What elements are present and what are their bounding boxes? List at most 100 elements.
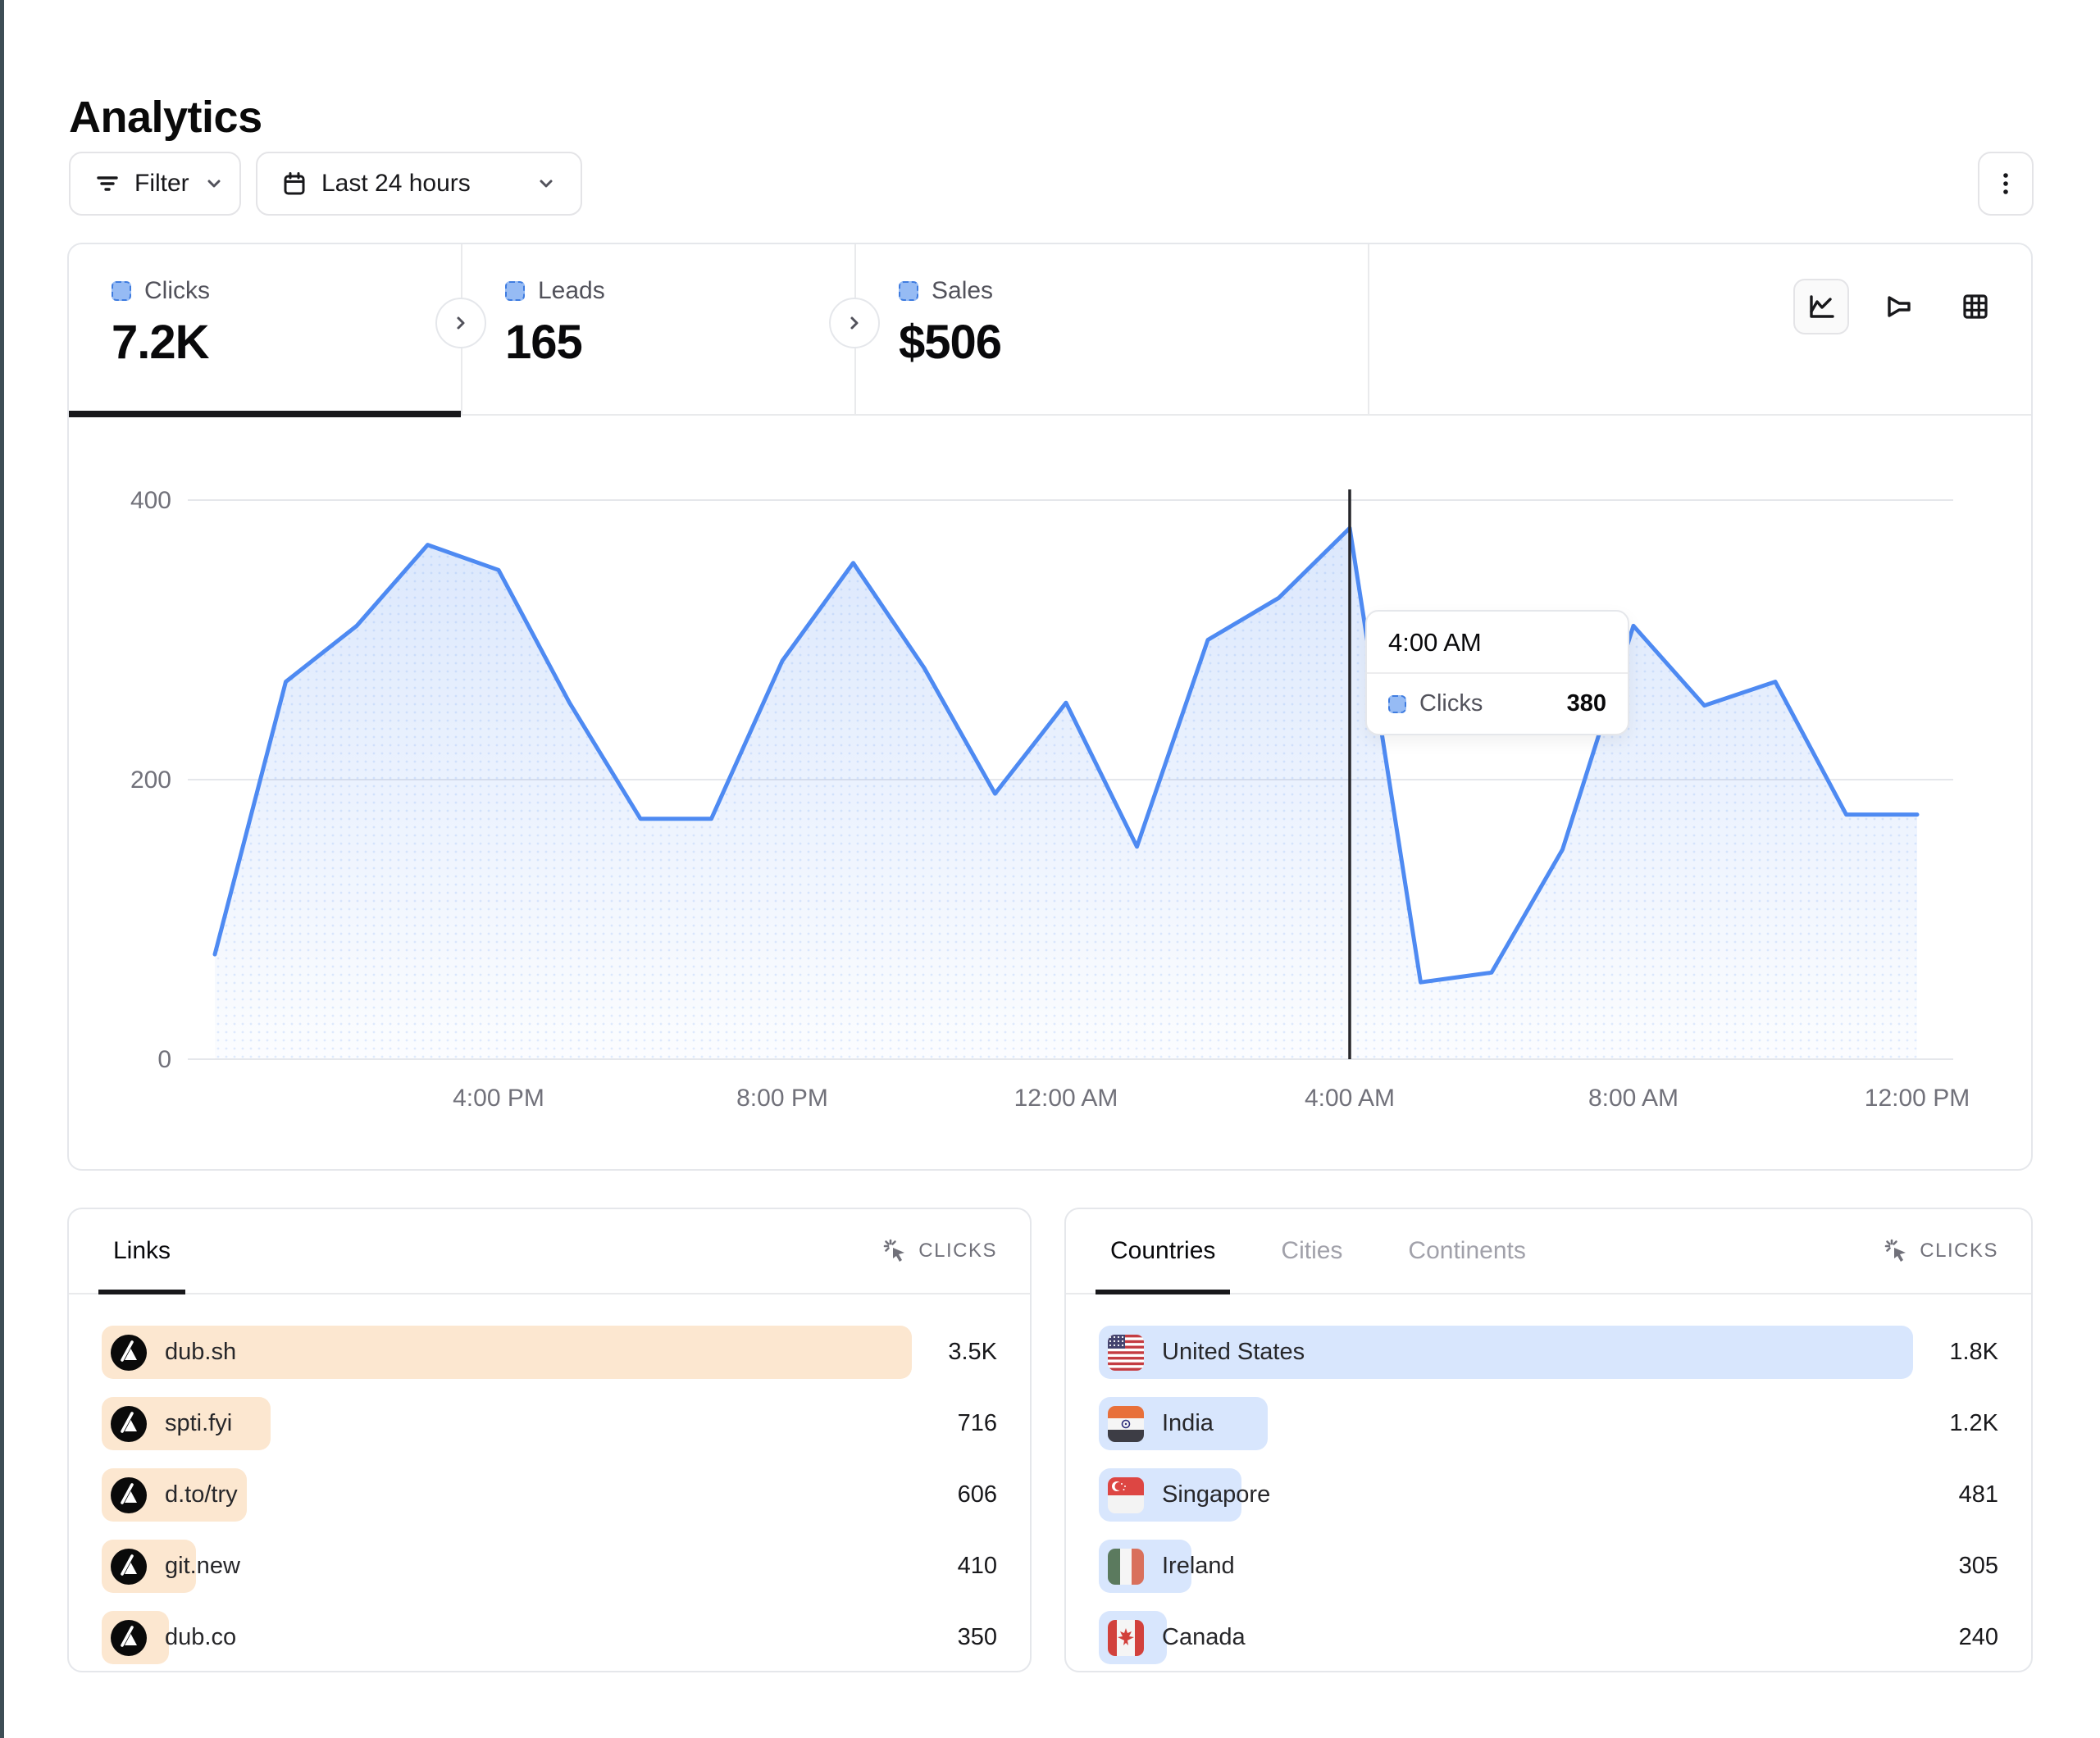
countries-metric-selector[interactable]: CLICKS [1884, 1238, 1998, 1264]
clicks-time-series-plot[interactable]: 400 200 0 4:00 PM 8:00 PM 12:00 AM 4:00 AM 8:00… [69, 416, 2031, 1171]
list-item[interactable]: Canada 240 [1099, 1611, 1998, 1664]
dub-logo-icon [111, 1476, 147, 1513]
list-item[interactable]: United States 1.8K [1099, 1326, 1998, 1379]
ca-flag-icon [1108, 1619, 1144, 1656]
chart-tooltip: 4:00 AM Clicks 380 [1365, 610, 1629, 735]
list-item-value: 481 [1958, 1481, 1998, 1508]
countries-metric-label: CLICKS [1920, 1240, 1998, 1262]
list-item[interactable]: Ireland 305 [1099, 1540, 1998, 1593]
list-item-value: 410 [957, 1553, 997, 1579]
bar-zone: United States [1099, 1326, 1913, 1379]
links-metric-label: CLICKS [918, 1240, 997, 1262]
bar-zone: d.to/try [102, 1468, 912, 1522]
list-item-label: Singapore [1162, 1481, 1271, 1508]
bar-zone: India [1099, 1397, 1913, 1450]
tab-links-label: Links [113, 1237, 171, 1264]
x-axis-tick-label: 12:00 PM [1865, 1085, 1970, 1112]
expand-leads-chevron-button[interactable] [829, 298, 880, 348]
funnel-chart-toggle-button[interactable] [1870, 279, 1926, 334]
tab-continents[interactable]: Continents [1408, 1237, 1526, 1264]
bar-fill [1099, 1326, 1913, 1379]
chevron-right-icon [850, 316, 859, 330]
ie-flag-icon [1108, 1548, 1144, 1585]
area-fill-pattern [215, 528, 1917, 1059]
list-item[interactable]: Singapore 481 [1099, 1468, 1998, 1522]
cursor-rays-icon [1884, 1239, 1906, 1262]
date-range-label: Last 24 hours [321, 170, 471, 197]
line-chart-toggle-button[interactable] [1793, 279, 1849, 334]
stat-label: Clicks [144, 277, 210, 304]
filter-button[interactable]: Filter [69, 152, 241, 216]
bar-zone: Singapore [1099, 1468, 1913, 1522]
sg-flag-icon [1108, 1476, 1144, 1513]
analytics-chart-card: Clicks 7.2K Leads 165 Sales $506 [67, 243, 2033, 1171]
list-item[interactable]: spti.fyi 716 [102, 1397, 997, 1450]
more-options-button[interactable] [1978, 152, 2034, 216]
list-item-label: spti.fyi [165, 1410, 233, 1436]
dub-logo-icon [111, 1619, 147, 1656]
list-item-value: 1.2K [1949, 1410, 1998, 1436]
table-grid-icon [1963, 294, 1988, 319]
chevron-right-icon [457, 316, 465, 330]
list-item-label: India [1162, 1410, 1214, 1436]
list-item-label: dub.sh [165, 1339, 237, 1365]
calendar-icon [284, 172, 305, 195]
bar-zone: spti.fyi [102, 1397, 912, 1450]
dub-logo-icon [111, 1405, 147, 1442]
list-item[interactable]: India 1.2K [1099, 1397, 1998, 1450]
list-item[interactable]: dub.co 350 [102, 1611, 997, 1664]
links-metric-selector[interactable]: CLICKS [882, 1238, 997, 1264]
list-item-value: 1.8K [1949, 1339, 1998, 1365]
line-chart-icon [1810, 295, 1834, 318]
bar-zone: git.new [102, 1540, 912, 1593]
y-axis-tick-label: 200 [130, 767, 171, 794]
kebab-menu-icon [2003, 173, 2008, 194]
expand-clicks-chevron-button[interactable] [435, 298, 486, 348]
area-chart: 400 200 0 4:00 PM 8:00 PM 12:00 AM 4:00 AM 8:00… [130, 487, 1970, 1112]
y-axis-tick-label: 400 [130, 487, 171, 514]
list-item-value: 606 [957, 1481, 997, 1508]
links-panel: Links CLICKS dub.sh 3.5K [67, 1208, 1032, 1672]
in-flag-icon [1108, 1405, 1144, 1442]
tab-clicks[interactable]: Clicks 7.2K [69, 244, 461, 417]
countries-tab-bar: Countries Cities Continents [1096, 1209, 1541, 1294]
filter-button-label: Filter [134, 170, 189, 197]
clicks-series-line [212, 525, 1920, 985]
date-range-button[interactable]: Last 24 hours [256, 152, 582, 216]
window-edge-accent [0, 0, 4, 1738]
list-item-value: 350 [957, 1624, 997, 1650]
bar-zone: dub.sh [102, 1326, 912, 1379]
bar-zone: Ireland [1099, 1540, 1913, 1593]
x-axis-tick-label: 12:00 AM [1014, 1085, 1118, 1112]
tab-countries[interactable]: Countries [1096, 1209, 1231, 1294]
stat-value: $506 [899, 316, 1002, 369]
links-list: dub.sh 3.5K spti.fyi 716 d.to/tr [102, 1326, 997, 1682]
countries-list: United States 1.8K India 1.2K Si [1099, 1326, 1998, 1682]
list-item-label: dub.co [165, 1624, 237, 1650]
table-view-toggle-button[interactable] [1947, 279, 2003, 334]
x-axis-tick-label: 4:00 PM [453, 1085, 544, 1112]
stat-label: Leads [538, 277, 605, 304]
list-item[interactable]: d.to/try 606 [102, 1468, 997, 1522]
list-item-value: 240 [1958, 1624, 1998, 1650]
tab-leads[interactable]: Leads 165 [462, 244, 854, 416]
tooltip-series-swatch-icon [1388, 694, 1406, 713]
leads-swatch-icon [505, 281, 525, 301]
list-item-value: 305 [1958, 1553, 1998, 1579]
list-item[interactable]: dub.sh 3.5K [102, 1326, 997, 1379]
x-axis-tick-label: 4:00 AM [1305, 1085, 1395, 1112]
bar-fill [102, 1326, 912, 1379]
tab-sales[interactable]: Sales $506 [856, 244, 1368, 416]
tab-cities[interactable]: Cities [1281, 1237, 1343, 1264]
list-item-label: United States [1162, 1339, 1305, 1365]
links-panel-header: Links CLICKS [69, 1209, 1030, 1294]
dub-logo-icon [111, 1334, 147, 1371]
list-item[interactable]: git.new 410 [102, 1540, 997, 1593]
cursor-rays-icon [883, 1239, 905, 1262]
stat-value: 7.2K [112, 316, 210, 369]
tab-links[interactable]: Links [98, 1209, 186, 1294]
chart-type-switcher [1793, 279, 2003, 334]
us-flag-icon [1108, 1334, 1144, 1371]
funnel-icon [1888, 296, 1911, 317]
